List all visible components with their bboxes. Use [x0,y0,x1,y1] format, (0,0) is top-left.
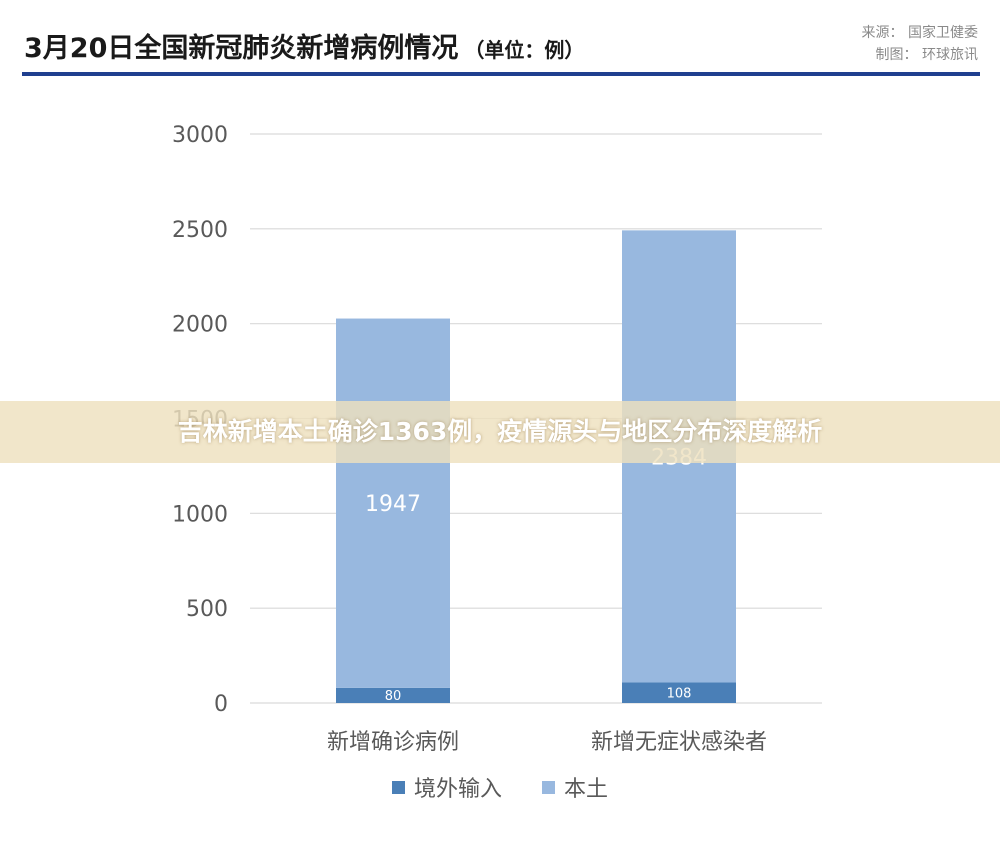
y-tick-label: 500 [186,597,228,622]
source-credit: 来源： 国家卫健委 制图： 环球旅讯 [862,22,978,66]
x-category-label: 新增无症状感染者 [591,730,767,755]
data-label: 1947 [365,492,421,517]
bar-imported-0 [336,687,450,703]
source-line: 来源： 国家卫健委 [861,25,978,41]
legend-label: 境外输入 [414,777,502,802]
legend-swatch-imported [392,781,405,794]
bar-imported-1 [622,682,736,703]
y-tick-label: 1000 [172,502,228,527]
chart-title: 3月20日全国新冠肺炎新增病例情况 （单位：例） [24,26,584,65]
x-category-label: 新增确诊病例 [327,730,459,755]
headline-text: 吉林新增本土确诊1363例，疫情源头与地区分布深度解析 [177,417,823,446]
y-tick-label: 3000 [172,123,228,148]
data-label: 108 [667,686,692,701]
y-tick-label: 0 [214,692,228,717]
legend-label: 本土 [564,777,608,802]
title-divider [22,72,980,76]
chart-unit: （单位：例） [464,38,585,62]
y-tick-label: 2000 [172,313,228,338]
headline-banner: 吉林新增本土确诊1363例，疫情源头与地区分布深度解析 [0,401,1000,463]
chart-title-text: 3月20日全国新冠肺炎新增病例情况 [24,33,459,64]
legend-swatch-local [542,781,555,794]
producer-line: 制图： 环球旅讯 [875,47,978,63]
y-tick-label: 2500 [172,218,228,243]
bar-local-0 [336,318,450,688]
data-label: 80 [385,689,402,704]
